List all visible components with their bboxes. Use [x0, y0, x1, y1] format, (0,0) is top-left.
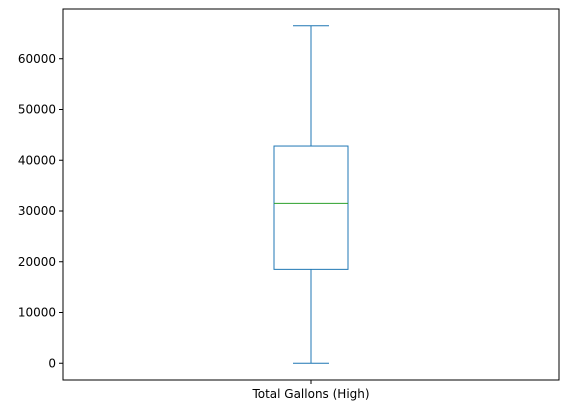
y-tick-label: 60000 [18, 52, 56, 66]
y-tick-label: 20000 [18, 255, 56, 269]
y-tick-label: 10000 [18, 306, 56, 320]
x-axis: Total Gallons (High) [251, 380, 370, 401]
iqr-box [273, 145, 349, 270]
y-tick-label: 30000 [18, 204, 56, 218]
y-tick-label: 0 [48, 356, 56, 370]
box-group [273, 25, 349, 364]
y-axis: 0 10000 20000 30000 40000 50000 60000 [18, 52, 63, 370]
y-tick-label: 40000 [18, 153, 56, 167]
box-plot-marks [273, 25, 349, 364]
y-tick-label: 50000 [18, 103, 56, 117]
x-tick-label: Total Gallons (High) [251, 387, 369, 401]
